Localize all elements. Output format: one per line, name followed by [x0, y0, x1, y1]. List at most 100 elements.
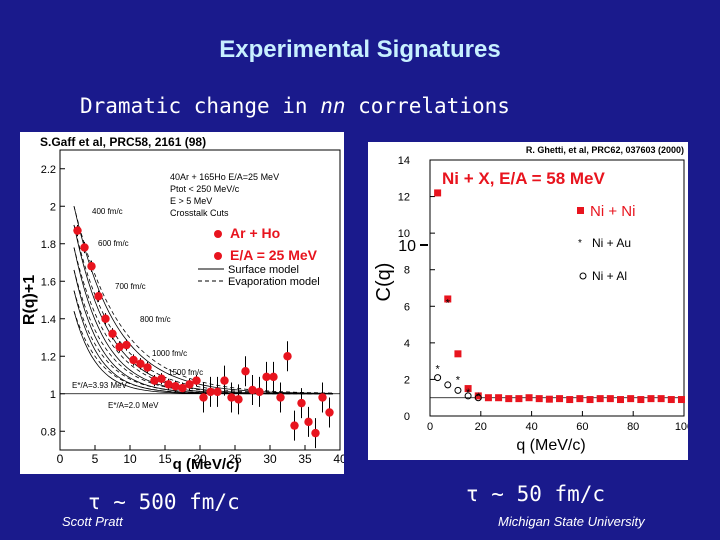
right-x-label: q (MeV/c) [516, 437, 585, 454]
right-legend-au: Ni + Au [592, 236, 631, 250]
ann-estar-20: E*/A=2.0 MeV [108, 401, 159, 410]
left-point [164, 380, 173, 389]
subtitle-italic: nn [320, 94, 346, 118]
left-point [94, 292, 103, 301]
right-ytick-label: 10 [398, 228, 410, 240]
tau-right: τ ~ 50 fm/c [466, 482, 606, 506]
right-ytick-label: 6 [404, 301, 410, 313]
right-point-ni [505, 395, 513, 403]
left-reference: S.Gaff et al, PRC58, 2161 (98) [40, 135, 206, 149]
left-point [101, 314, 110, 323]
left-info-line: Crosstalk Cuts [170, 208, 229, 218]
left-ytick-label: 1.4 [41, 314, 56, 326]
right-legend-marker-al [579, 272, 587, 280]
right-legend-ni: Ni + Ni [590, 203, 635, 220]
left-xtick-label: 25 [228, 452, 242, 466]
left-model-curve [73, 290, 333, 395]
left-point [73, 226, 82, 235]
left-point [318, 393, 327, 402]
right-point-al [474, 394, 482, 402]
ann-700: 700 fm/c [115, 282, 146, 291]
right-point-ni [677, 396, 685, 404]
left-ytick-label: 1 [50, 389, 56, 401]
left-ytick-label: 1.8 [41, 239, 56, 251]
left-point [255, 387, 264, 397]
left-point [185, 380, 194, 389]
left-xtick-label: 40 [333, 452, 344, 466]
left-point [269, 372, 278, 382]
left-info-line: 40Ar + 165Ho E/A=25 MeV [170, 172, 279, 182]
left-point [234, 395, 243, 404]
right-plot-frame [429, 159, 685, 417]
subtitle-prefix: Dramatic change in [80, 94, 321, 118]
right-legend-marker-ni [577, 207, 584, 214]
left-point [171, 382, 180, 391]
left-info-line: Ptot < 250 MeV/c [170, 184, 240, 194]
left-model-curve [73, 206, 334, 394]
right-xtick-label: 0 [427, 421, 433, 433]
right-legend-marker-au: * [578, 238, 582, 249]
ann-1500: 1500 fm/c [168, 368, 203, 377]
left-point [136, 359, 145, 368]
left-point [276, 393, 285, 402]
right-point-ni [464, 385, 472, 393]
right-point-ni [525, 394, 533, 402]
left-point [241, 367, 250, 376]
right-y-label: C(q) [373, 263, 395, 302]
left-point [220, 376, 229, 385]
right-point-au: * [476, 391, 481, 403]
footer-author: Scott Pratt [62, 514, 123, 529]
right-data-points: * * * * * [434, 189, 685, 404]
right-axes: 0 20 40 60 80 100 0 2 4 6 8 10 12 14 [398, 155, 693, 433]
right-ytick-label: 4 [404, 338, 410, 350]
left-point [227, 393, 236, 402]
tau-left: τ ~ 500 fm/c [88, 490, 240, 514]
right-title: Ni + X, E/A = 58 MeV [442, 169, 605, 188]
left-legend-marker [214, 230, 222, 238]
right-point-ni [434, 189, 442, 197]
right-point-ni [535, 395, 543, 403]
ann-1000: 1000 fm/c [152, 349, 187, 358]
left-point [262, 372, 271, 382]
right-point-ni [495, 394, 503, 402]
left-point [178, 383, 187, 393]
right-xtick-label: 80 [627, 421, 639, 433]
right-xtick-label: 100 [675, 421, 688, 433]
left-point [206, 387, 215, 397]
right-point-ni [596, 395, 604, 403]
left-xtick-label: 20 [193, 452, 207, 466]
left-chart: 0 5 10 15 20 25 30 35 40 0.8 1 1.2 1.4 1.6 1.8 2 2.2 S.G… [21, 135, 347, 473]
left-point [129, 355, 138, 365]
right-ytick-label: 0 [404, 411, 410, 423]
right-point-ni [545, 395, 553, 403]
right-point-al [464, 392, 472, 400]
right-ytick-label: 12 [398, 192, 410, 204]
left-info-line: E > 5 MeV [170, 196, 212, 206]
right-chart-panel: 0 20 40 60 80 100 0 2 4 6 8 10 12 14 * * * * * R. Ghetti,… [368, 142, 693, 460]
left-ytick-label: 2 [50, 201, 56, 213]
left-model-curve [73, 206, 334, 394]
right-point-ni [667, 396, 675, 404]
left-model-curve [73, 290, 333, 395]
slide-title: Experimental Signatures [219, 36, 501, 63]
left-point [213, 387, 222, 397]
left-point [283, 352, 292, 361]
left-axes: 0 5 10 15 20 25 30 35 40 0.8 1 1.2 1.4 1.6 1.8 2 2.2 [41, 149, 347, 466]
right-point-al [444, 381, 452, 389]
right-ytick-10-large: 10 [398, 238, 416, 255]
left-point [150, 376, 159, 385]
left-legend-surface: Surface model [228, 264, 299, 276]
left-xtick-label: 15 [158, 452, 172, 466]
left-point [157, 374, 166, 383]
left-point [80, 243, 89, 252]
footer-affiliation: Michigan State University [498, 514, 645, 529]
right-point-ni [576, 395, 584, 403]
left-xtick-label: 5 [92, 452, 99, 466]
left-ytick-label: 1.6 [41, 276, 56, 288]
left-ytick-label: 1.2 [41, 351, 56, 363]
right-reference: R. Ghetti, et al, PRC62, 037603 (2000) [526, 145, 684, 155]
right-ytick-label: 14 [398, 155, 410, 167]
left-xtick-label: 0 [57, 452, 64, 466]
right-xtick-label: 20 [475, 421, 487, 433]
left-data-points [73, 225, 334, 449]
